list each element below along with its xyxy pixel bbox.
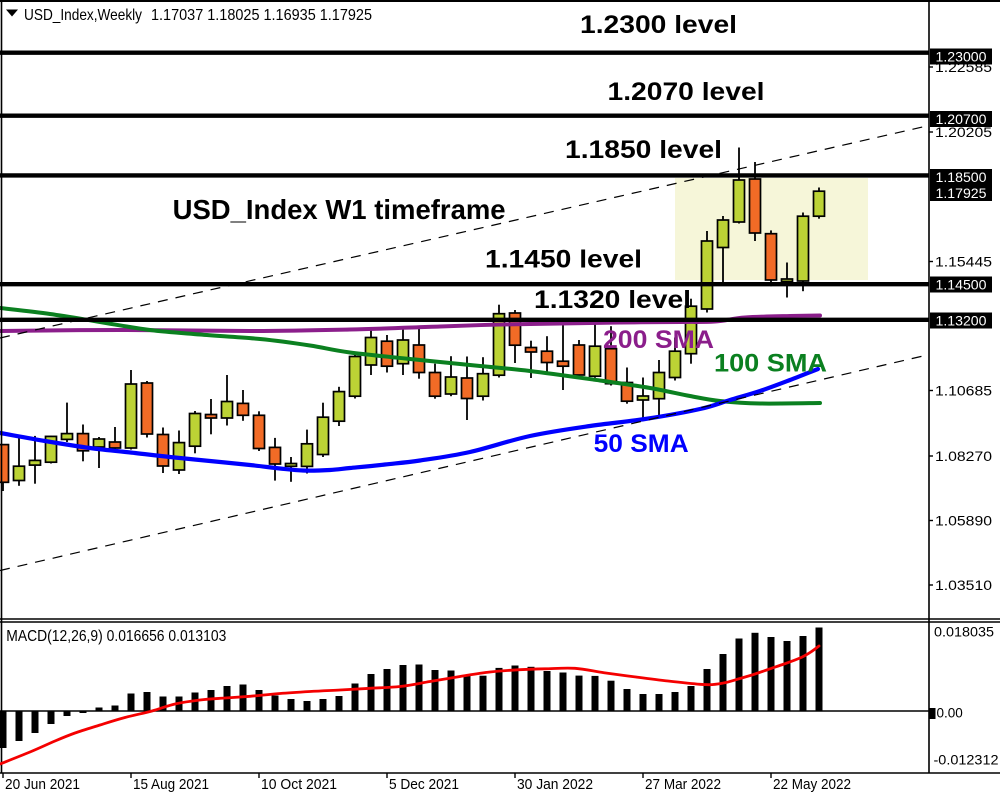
svg-text:10 Oct 2021: 10 Oct 2021 — [261, 776, 337, 793]
svg-text:MACD(12,26,9) 0.016656 0.01310: MACD(12,26,9) 0.016656 0.013103 — [6, 628, 226, 645]
svg-text:1.18500: 1.18500 — [936, 170, 987, 185]
svg-text:USD_Index W1 timeframe: USD_Index W1 timeframe — [173, 194, 506, 225]
svg-text:100 SMA: 100 SMA — [714, 350, 827, 378]
svg-text:1.17037 1.18025 1.16935 1.1792: 1.17037 1.18025 1.16935 1.17925 — [151, 7, 372, 24]
svg-text:1.13200: 1.13200 — [936, 314, 987, 329]
svg-text:1.17925: 1.17925 — [936, 186, 987, 201]
svg-text:30 Jan 2022: 30 Jan 2022 — [517, 776, 593, 793]
svg-text:1.14500: 1.14500 — [936, 278, 987, 293]
svg-text:5 Dec 2021: 5 Dec 2021 — [389, 776, 459, 793]
svg-text:1.23000: 1.23000 — [936, 50, 987, 65]
svg-text:USD_Index,Weekly: USD_Index,Weekly — [24, 7, 142, 24]
svg-text:1.2300 level: 1.2300 level — [580, 11, 737, 39]
svg-text:1.1320 level: 1.1320 level — [534, 286, 691, 314]
svg-text:1.10685: 1.10685 — [935, 384, 992, 399]
svg-text:1.20700: 1.20700 — [936, 112, 987, 127]
svg-text:-0.012312: -0.012312 — [934, 753, 999, 768]
svg-text:1.1850 level: 1.1850 level — [565, 136, 722, 164]
svg-text:1.05890: 1.05890 — [935, 514, 992, 529]
svg-text:1.20205: 1.20205 — [935, 125, 992, 140]
svg-text:200 SMA: 200 SMA — [603, 326, 714, 354]
svg-text:1.08270: 1.08270 — [935, 449, 992, 464]
svg-text:1.03510: 1.03510 — [935, 578, 992, 593]
svg-text:50 SMA: 50 SMA — [594, 430, 689, 458]
svg-text:1.1450 level: 1.1450 level — [485, 245, 642, 273]
svg-text:27 Mar 2022: 27 Mar 2022 — [645, 776, 721, 793]
svg-text:1.2070 level: 1.2070 level — [608, 78, 765, 106]
svg-text:0.018035: 0.018035 — [934, 625, 994, 640]
svg-text:0.00: 0.00 — [937, 706, 963, 721]
svg-text:1.15445: 1.15445 — [935, 255, 992, 270]
svg-text:20 Jun 2021: 20 Jun 2021 — [5, 776, 80, 793]
svg-text:15 Aug 2021: 15 Aug 2021 — [133, 776, 209, 793]
svg-text:22 May 2022: 22 May 2022 — [773, 776, 851, 793]
